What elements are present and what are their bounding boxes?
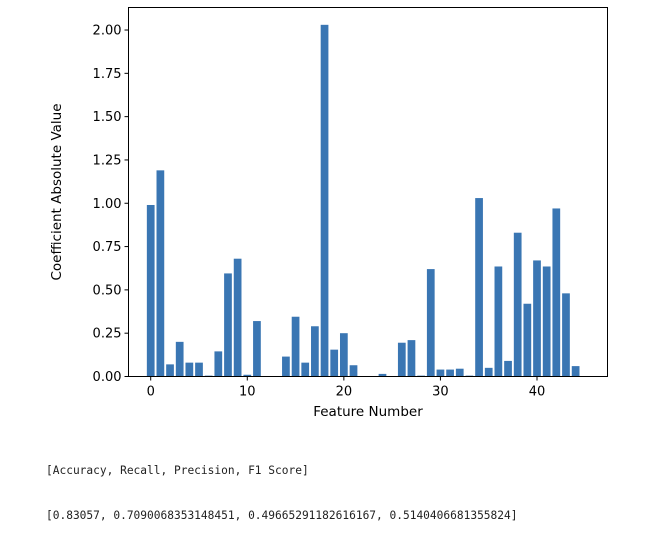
bar-feature-24 — [378, 373, 387, 377]
bar-feature-11 — [253, 321, 261, 377]
bar-feature-5 — [195, 362, 203, 377]
bar-feature-2 — [166, 364, 174, 377]
bar-feature-14 — [282, 356, 290, 377]
x-tick-label: 40 — [529, 385, 546, 400]
bar-feature-1 — [156, 170, 165, 377]
x-axis-ticks: 0 10 20 30 40 — [147, 376, 546, 400]
bar-feature-27 — [407, 340, 416, 377]
bar-chart: 0 10 20 30 40 0.00 0.25 0.50 0.75 1.00 1.25 1.50 1.… — [49, 7, 608, 420]
bar-feature-7 — [214, 351, 223, 377]
bar-feature-26 — [397, 342, 406, 377]
x-axis-label: Feature Number — [313, 404, 423, 420]
bar-feature-41 — [542, 266, 551, 377]
metrics-header-line: [Accuracy, Recall, Precision, F1 Score] — [46, 464, 309, 477]
bar-feature-4 — [185, 362, 194, 377]
bar-feature-20 — [339, 333, 348, 377]
bar-feature-10 — [243, 374, 252, 377]
bar-feature-30 — [436, 369, 445, 377]
bar-feature-35 — [484, 367, 493, 377]
y-tick-label: 0.50 — [93, 283, 122, 298]
x-tick-label: 30 — [432, 385, 449, 400]
plot-frame — [128, 7, 608, 377]
bar-feature-37 — [504, 360, 512, 377]
bar-feature-8 — [224, 273, 232, 377]
bar-feature-39 — [523, 303, 532, 377]
bar-feature-0 — [146, 204, 155, 377]
y-tick-label: 0.25 — [93, 327, 122, 342]
bar-feature-21 — [349, 365, 358, 377]
bar-feature-3 — [175, 341, 184, 377]
bars-group — [146, 24, 580, 377]
y-tick-label: 1.00 — [93, 197, 122, 212]
y-tick-label: 1.50 — [93, 110, 122, 125]
x-tick-label: 0 — [147, 385, 155, 400]
bar-feature-18 — [320, 24, 329, 377]
y-tick-label: 0.75 — [93, 240, 122, 255]
x-tick-label: 10 — [239, 385, 256, 400]
bar-feature-32 — [455, 368, 464, 377]
bar-feature-44 — [571, 366, 580, 377]
bar-feature-36 — [494, 266, 503, 377]
bar-feature-38 — [513, 232, 522, 377]
y-tick-label: 2.00 — [93, 24, 122, 39]
y-axis-ticks: 0.00 0.25 0.50 0.75 1.00 1.25 1.50 1.75 2.00 — [93, 24, 129, 385]
bar-feature-19 — [330, 349, 339, 377]
bar-feature-17 — [311, 326, 319, 377]
bar-feature-29 — [426, 269, 435, 377]
y-tick-label: 1.75 — [93, 67, 122, 82]
metrics-values-line: [0.83057, 0.7090068353148451, 0.49665291… — [46, 509, 518, 522]
bar-feature-31 — [446, 369, 454, 377]
bar-feature-15 — [291, 316, 300, 377]
metrics-output: [Accuracy, Recall, Precision, F1 Score] … — [46, 433, 517, 538]
x-tick-label: 20 — [336, 385, 353, 400]
bar-feature-42 — [552, 208, 561, 377]
bar-feature-16 — [301, 362, 310, 377]
y-tick-label: 0.00 — [93, 370, 122, 385]
bar-feature-34 — [475, 198, 483, 377]
y-tick-label: 1.25 — [93, 153, 122, 168]
y-axis-label: Coefficient Absolute Value — [49, 103, 65, 280]
bar-feature-9 — [233, 258, 242, 377]
bar-feature-40 — [533, 260, 541, 377]
bar-feature-43 — [562, 293, 570, 377]
